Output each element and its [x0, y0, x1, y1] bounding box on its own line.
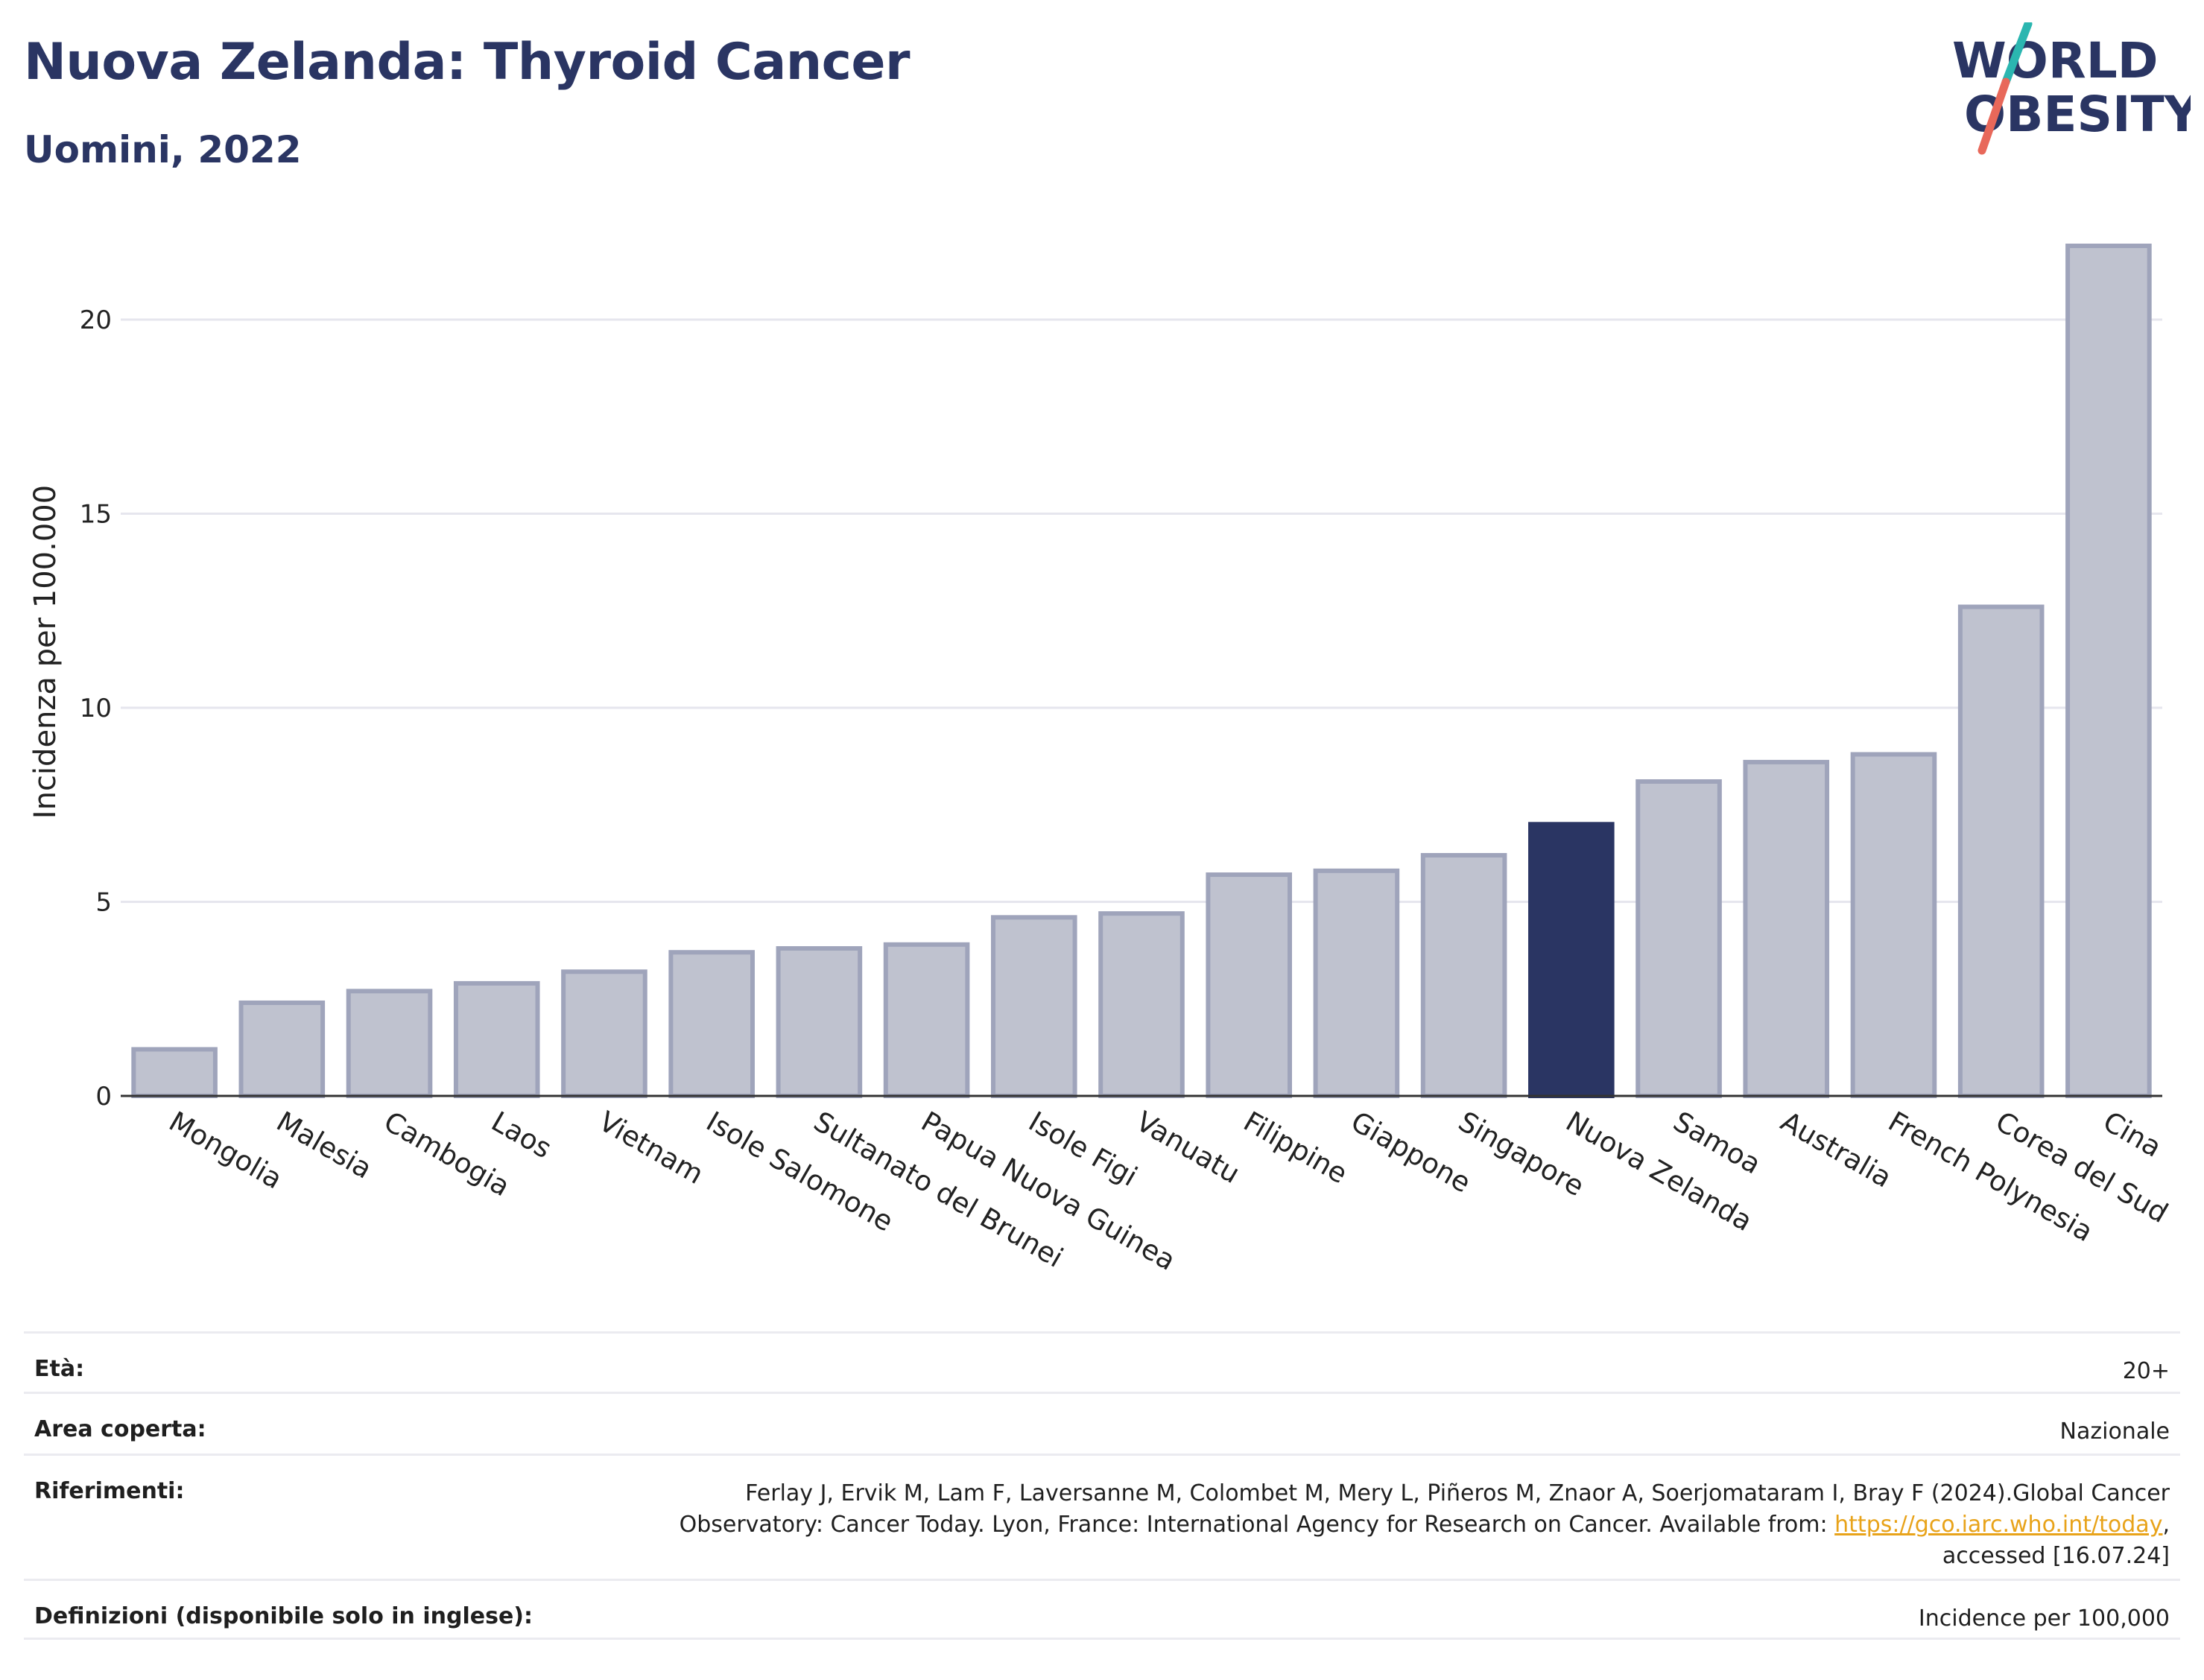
reference-line-1: Ferlay J, Ervik M, Lam F, Laversanne M, … [745, 1480, 2170, 1506]
bar-isole-salomone [668, 950, 755, 1098]
bar-filippine [1206, 872, 1293, 1099]
x-tick-label: Giappone [1346, 1106, 1476, 1199]
info-row-area: Area coperta: Nazionale [24, 1392, 2180, 1454]
bar-vietnam [561, 969, 647, 1099]
logo-slash-top [2001, 22, 2033, 86]
x-tick-label: Mongolia [164, 1106, 288, 1196]
reference-line-2-end: , [2162, 1512, 2170, 1538]
references-label: Riferimenti: [34, 1478, 185, 1504]
x-tick-label: Cina [2097, 1106, 2167, 1164]
bar-samoa [1635, 779, 1722, 1098]
x-tick-label: Vanuatu [1131, 1106, 1246, 1191]
bar-cina [2065, 244, 2152, 1098]
age-label: Età: [34, 1356, 85, 1382]
bar-isole-figi [990, 915, 1077, 1098]
y-axis-title: Incidenza per 100.000 [28, 485, 63, 819]
y-tick-label: 15 [80, 500, 112, 530]
info-table: Età: 20+ Area coperta: Nazionale Riferim… [24, 1331, 2180, 1640]
reference-line-3: accessed [16.07.24] [1942, 1543, 2170, 1569]
bar-malesia [238, 1000, 326, 1098]
info-row-age: Età: 20+ [24, 1331, 2180, 1392]
bar-papua-nuova-guinea [883, 942, 970, 1099]
y-tick-label: 0 [95, 1082, 112, 1112]
area-value: Nazionale [2059, 1419, 2170, 1445]
bar-australia [1743, 759, 1830, 1098]
logo-slash-bottom [1977, 77, 2010, 155]
x-tick-label: Filippine [1238, 1106, 1353, 1191]
y-tick-labels: 0 5 10 15 20 [80, 305, 112, 1112]
x-tick-label: Isole Salomone [701, 1106, 899, 1238]
x-tick-label: French Polynesia [1883, 1106, 2098, 1249]
world-obesity-logo: WORLD OBESITY [1952, 22, 2191, 155]
bar-singapore [1420, 852, 1507, 1098]
bar-sultanato-del-brunei [776, 946, 863, 1099]
age-value: 20+ [2122, 1358, 2170, 1384]
bar-giappone [1313, 868, 1400, 1098]
logo-text-world: WORLD [1952, 32, 2159, 89]
references-value: Ferlay J, Ervik M, Lam F, Laversanne M, … [680, 1478, 2170, 1579]
y-tick-label: 10 [80, 694, 112, 723]
bar-cambogia [346, 989, 433, 1098]
chart-title: Nuova Zelanda: Thyroid Cancer [24, 33, 911, 92]
bar-laos [453, 980, 540, 1099]
bar-nuova-zelanda [1528, 822, 1615, 1099]
y-tick-label: 5 [95, 888, 112, 918]
x-tick-label: Malesia [271, 1106, 378, 1185]
x-tick-label: Nuova Zelanda [1560, 1106, 1758, 1238]
bars [131, 244, 2152, 1099]
x-tick-label: Vietnam [593, 1106, 709, 1191]
area-label: Area coperta: [34, 1416, 206, 1442]
info-row-references: Riferimenti: Ferlay J, Ervik M, Lam F, L… [24, 1454, 2180, 1579]
bar-corea-del-sud [1957, 604, 2045, 1098]
bar-vanuatu [1098, 911, 1185, 1098]
definitions-value: Incidence per 100,000 [1918, 1605, 2170, 1632]
info-row-definitions: Definizioni (disponibile solo in inglese… [24, 1579, 2180, 1640]
x-tick-label: Australia [1776, 1106, 1897, 1194]
bar-mongolia [131, 1047, 218, 1098]
bar-french-polynesia [1850, 752, 1937, 1099]
reference-link[interactable]: https://gco.iarc.who.int/today [1834, 1512, 2163, 1538]
x-tick-label: Laos [486, 1106, 557, 1165]
definitions-label: Definizioni (disponibile solo in inglese… [34, 1603, 533, 1629]
reference-line-2: Observatory: Cancer Today. Lyon, France:… [679, 1512, 1835, 1538]
y-tick-label: 20 [80, 305, 112, 335]
chart-subtitle: Uomini, 2022 [24, 128, 302, 171]
